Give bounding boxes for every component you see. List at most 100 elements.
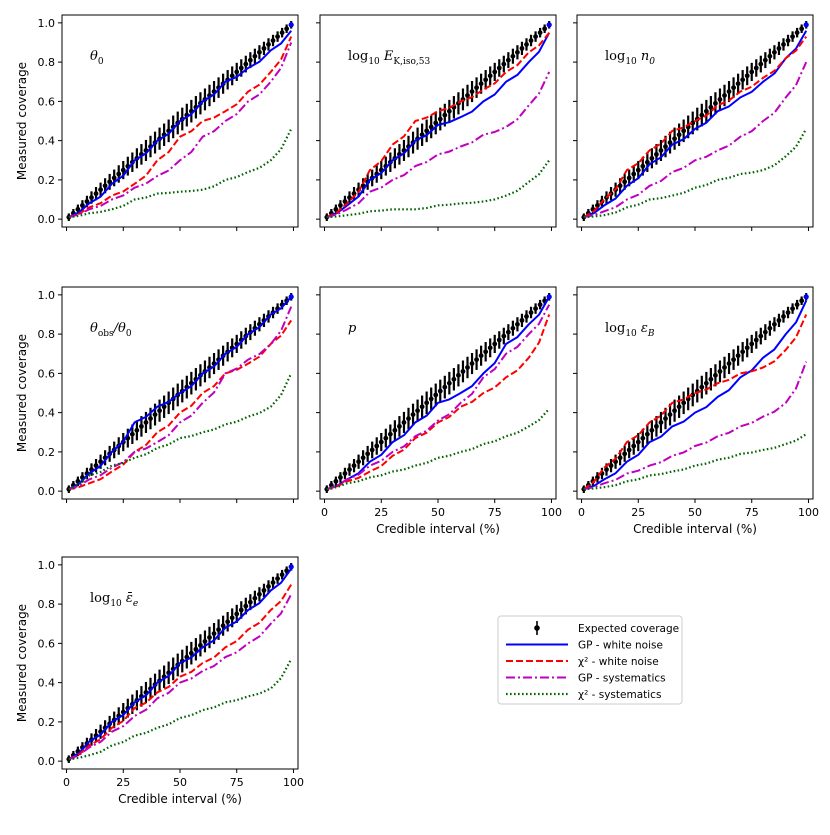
x-tick-label: 50 (431, 506, 445, 519)
expected-point (465, 365, 470, 370)
expected-point (198, 642, 203, 648)
expected-point (365, 451, 371, 457)
x-tick-label: 0 (63, 776, 70, 789)
endpoint-marker (546, 22, 552, 28)
expected-point (533, 306, 538, 311)
panel-5: 0 25 50 75 100 Credible interval (%) p (316, 286, 562, 536)
expected-point (622, 179, 628, 185)
expected-point (767, 53, 773, 59)
y-tick-label: 0.4 (38, 407, 56, 420)
expected-point (238, 607, 244, 613)
expected-point (446, 108, 452, 114)
x-tick-label: 0 (578, 506, 585, 519)
panel-title: log10 ε̄e (90, 591, 138, 609)
series-line-gp_sys (68, 593, 293, 761)
expected-point (478, 81, 484, 87)
expected-point (360, 455, 366, 461)
expected-point (152, 412, 158, 417)
endpoint-marker (288, 564, 294, 570)
expected-point (428, 396, 434, 402)
expected-point (790, 34, 795, 39)
legend-label-expected: Expected coverage (578, 623, 679, 635)
expected-point (626, 447, 632, 453)
expected-point (644, 159, 650, 165)
panel-3: log10 n0 (573, 14, 814, 231)
expected-point (225, 619, 231, 625)
expected-point (672, 408, 677, 414)
expected-point (790, 306, 795, 311)
endpoint-marker (288, 22, 294, 28)
expected-point (433, 120, 439, 126)
expected-point (717, 97, 723, 102)
expected-point (510, 53, 516, 59)
expected-point (735, 81, 741, 87)
expected-point (676, 404, 682, 410)
series-line-chi2_sys (68, 128, 293, 219)
expected-point (604, 467, 609, 472)
legend-marker-dot (534, 625, 540, 631)
expected-point (722, 365, 727, 370)
expected-point (229, 73, 235, 79)
series-line-chi2_white (326, 32, 550, 219)
series-line-gp_white (326, 296, 551, 491)
expected-point (279, 30, 285, 36)
expected-point (234, 611, 240, 617)
expected-point (266, 584, 271, 589)
y-tick-label: 1.0 (38, 17, 56, 30)
expected-point (505, 57, 511, 63)
series-line-chi2_sys (68, 658, 293, 761)
expected-point (672, 136, 677, 142)
expected-point (658, 148, 664, 153)
y-tick-label: 0.8 (38, 56, 56, 69)
expected-point (676, 132, 682, 138)
expected-point (510, 325, 516, 331)
expected-point (726, 89, 732, 94)
series-line-chi2_sys (326, 159, 551, 219)
expected-point (257, 591, 262, 597)
y-tick-label: 0.6 (38, 367, 56, 380)
expected-point (690, 392, 696, 398)
expected-point (143, 420, 149, 425)
legend-label-gp_sys: GP - systematics (578, 673, 666, 685)
expected-point (635, 167, 641, 173)
expected-point (740, 349, 746, 355)
expected-point (767, 325, 773, 331)
expected-point (524, 42, 529, 47)
expected-point (528, 310, 534, 315)
expected-point (229, 615, 235, 621)
expected-point (626, 175, 632, 181)
x-tick-label: 100 (541, 506, 562, 519)
y-axis-label: Measured coverage (15, 334, 29, 452)
y-axis-label: Measured coverage (15, 604, 29, 722)
expected-point (275, 576, 280, 581)
expected-point (257, 49, 262, 55)
expected-point (708, 376, 714, 382)
x-tick-label: 25 (631, 506, 645, 519)
expected-point (528, 38, 534, 43)
expected-point (424, 128, 430, 134)
expected-point (474, 85, 479, 91)
expected-point (658, 420, 664, 425)
expected-point (129, 431, 135, 437)
y-tick-label: 0.2 (38, 716, 56, 729)
series-line-chi2_white (583, 36, 808, 219)
x-tick-label: 100 (283, 776, 304, 789)
expected-point (492, 69, 498, 75)
expected-point (333, 206, 339, 212)
expected-point (515, 49, 520, 55)
x-tick-label: 50 (173, 776, 187, 789)
expected-point (120, 167, 126, 173)
expected-point (483, 349, 489, 355)
expected-point (234, 69, 240, 75)
y-tick-label: 0.8 (38, 328, 56, 341)
expected-point (102, 183, 108, 189)
y-tick-label: 0.6 (38, 95, 56, 108)
expected-point (640, 435, 646, 441)
panel-title: p (348, 321, 357, 336)
expected-point (93, 463, 99, 469)
expected-point (275, 34, 280, 39)
expected-point (157, 408, 162, 414)
expected-point (740, 77, 746, 83)
expected-point (492, 341, 498, 347)
expected-point (460, 369, 466, 374)
